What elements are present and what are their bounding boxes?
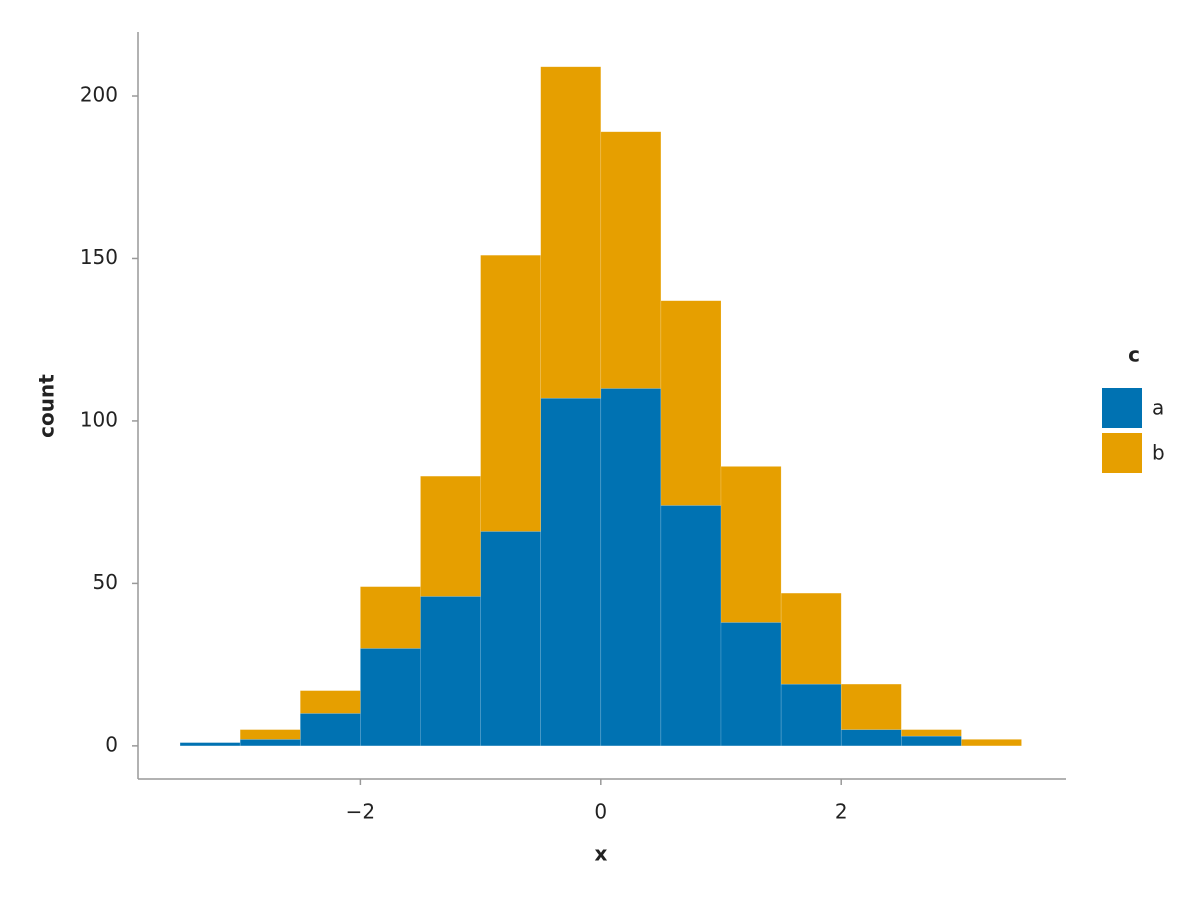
- bar: [660, 300, 722, 506]
- x-tick-label: 0: [594, 800, 607, 824]
- bar: [299, 713, 361, 747]
- y-tick-label: 100: [80, 407, 118, 431]
- legend-swatch: [1102, 433, 1142, 473]
- bar: [360, 586, 421, 649]
- bar: [480, 254, 541, 532]
- bar: [961, 739, 1022, 747]
- bar: [840, 683, 902, 730]
- bar: [480, 531, 541, 747]
- bar: [780, 592, 842, 685]
- x-tick-label: −2: [346, 800, 375, 824]
- y-axis-label: count: [35, 374, 59, 438]
- bar: [299, 690, 361, 714]
- y-tick-label: 0: [105, 732, 118, 756]
- bar: [600, 131, 662, 389]
- x-axis-label: x: [595, 842, 608, 866]
- bar: [360, 648, 421, 747]
- bar: [720, 622, 782, 747]
- bar: [420, 596, 481, 747]
- bar: [239, 729, 301, 740]
- bar: [720, 466, 782, 623]
- bar: [540, 66, 602, 399]
- bar: [660, 505, 722, 747]
- legend-title: c: [1128, 343, 1140, 367]
- bar: [840, 729, 902, 747]
- bar: [179, 742, 241, 747]
- y-tick-label: 150: [80, 245, 118, 269]
- bar: [239, 739, 301, 747]
- x-tick-label: 2: [835, 800, 848, 824]
- legend-swatch: [1102, 388, 1142, 428]
- bar: [600, 388, 662, 747]
- bar: [901, 735, 962, 747]
- legend-label: b: [1152, 441, 1165, 465]
- y-tick-label: 50: [93, 570, 118, 594]
- bar: [540, 397, 602, 747]
- bar: [901, 729, 962, 737]
- y-tick-label: 200: [80, 83, 118, 107]
- bar: [780, 683, 842, 747]
- bar: [420, 475, 481, 597]
- legend-label: a: [1152, 396, 1164, 420]
